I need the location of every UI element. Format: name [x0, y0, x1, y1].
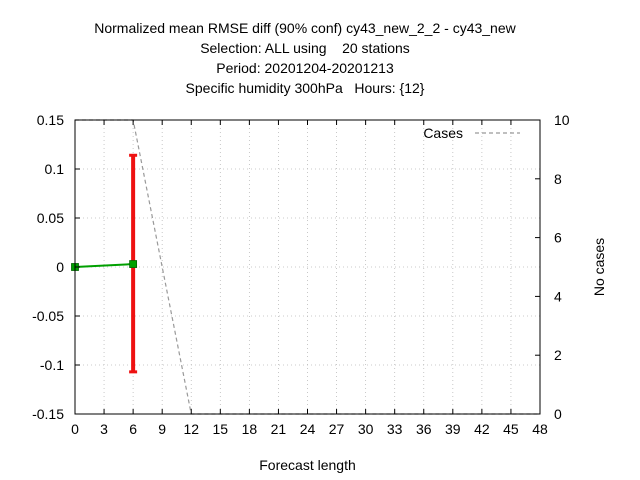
x-tick-label: 27 [329, 421, 345, 437]
x-tick-label: 3 [100, 421, 108, 437]
chart-title: Normalized mean RMSE diff (90% conf) cy4… [0, 18, 610, 98]
x-tick-label: 39 [445, 421, 461, 437]
legend: Cases [423, 125, 520, 141]
y2-tick-label: 6 [554, 230, 562, 246]
y2-axis-label: No cases [591, 238, 607, 296]
y2-tick-label: 2 [554, 347, 562, 363]
y2-tick-label: 10 [554, 112, 570, 128]
x-tick-label: 12 [183, 421, 199, 437]
legend-label-cases: Cases [423, 125, 463, 141]
y2-tick-label: 0 [554, 406, 562, 422]
diff-line [74, 263, 134, 268]
y2-tick-label: 4 [554, 288, 562, 304]
x-tick-label: 30 [358, 421, 374, 437]
y-tick-label: 0.1 [45, 161, 65, 177]
x-tick-label: 0 [71, 421, 79, 437]
x-tick-label: 24 [300, 421, 316, 437]
y-tick-label: -0.15 [32, 406, 64, 422]
x-tick-label: 21 [271, 421, 287, 437]
grid [75, 120, 540, 414]
diff-point [129, 260, 138, 268]
x-tick-label: 15 [213, 421, 229, 437]
y-tick-label: -0.05 [32, 308, 64, 324]
axis-ticks: 0 3 6 9 12 15 18 21 24 27 30 33 36 39 42 45 48-0.15-0.1-… [32, 112, 570, 437]
title-line-1: Normalized mean RMSE diff (90% conf) cy4… [94, 20, 516, 36]
x-tick-label: 9 [158, 421, 166, 437]
title-line-2: Selection: ALL using 20 stations [200, 40, 410, 56]
title-line-3: Period: 20201204-20201213 [216, 60, 394, 76]
title-line-4: Specific humidity 300hPa Hours: {12} [185, 80, 425, 96]
y-tick-label: 0.15 [37, 112, 64, 128]
x-tick-label: 33 [387, 421, 403, 437]
y-tick-label: 0 [56, 259, 64, 275]
y-tick-label: 0.05 [37, 210, 64, 226]
x-tick-label: 18 [242, 421, 258, 437]
x-tick-label: 48 [532, 421, 548, 437]
x-axis-label: Forecast length [259, 457, 356, 473]
series-layer [71, 119, 540, 415]
x-tick-label: 45 [503, 421, 519, 437]
x-tick-label: 42 [474, 421, 490, 437]
x-tick-label: 6 [129, 421, 137, 437]
x-tick-label: 36 [416, 421, 432, 437]
y2-tick-label: 8 [554, 171, 562, 187]
y-tick-label: -0.1 [40, 357, 64, 373]
